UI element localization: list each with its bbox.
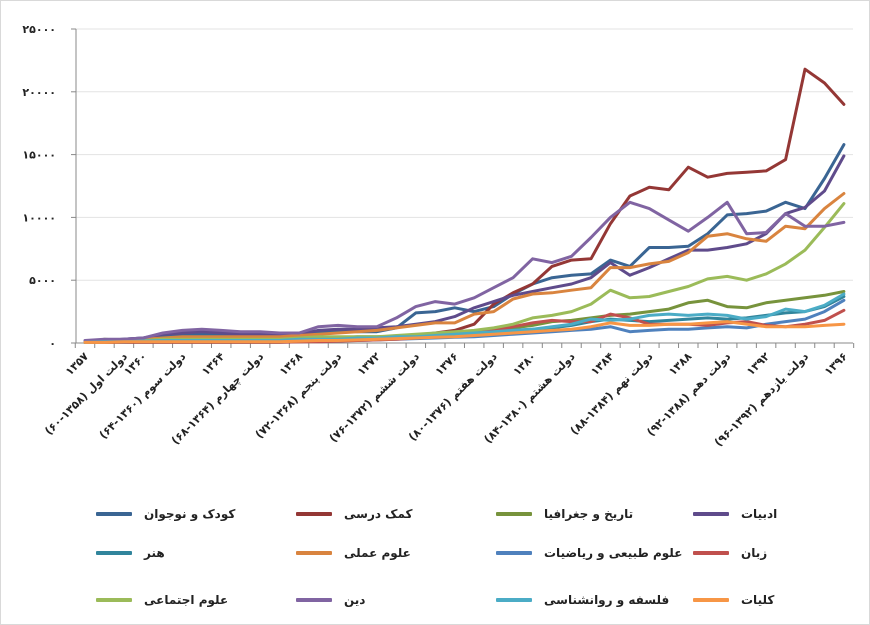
legend-label: علوم اجتماعی (144, 593, 229, 607)
series-line-9 (83, 200, 846, 342)
legend-swatch (496, 551, 532, 555)
y-tick-label: ۲۰۰۰۰ (22, 86, 56, 99)
legend-swatch (693, 512, 729, 516)
y-axis-tick-labels: ۰ ۵۰۰۰ ۱۰۰۰۰ ۱۵۰۰۰ ۲۰۰۰۰ ۲۵۰۰۰ (22, 23, 56, 350)
legend-label: دین (344, 593, 366, 607)
legend-item: علوم اجتماعی (96, 590, 228, 610)
legend-item: کمک درسی (296, 504, 413, 524)
y-tick-label: ۲۵۰۰۰ (22, 23, 56, 36)
legend-swatch (296, 512, 332, 516)
legend-item: فلسفه و روانشناسی (496, 590, 669, 610)
x-tick-label: ۱۳۸۸ (666, 350, 694, 378)
legend-label: زبان (741, 546, 768, 560)
x-tick-label: ۱۳۶۰ (121, 350, 149, 378)
legend-swatch (296, 598, 332, 602)
series-line-0 (83, 143, 846, 344)
series-line-3 (83, 154, 846, 344)
x-tick-label: ۱۳۶۸ (277, 350, 305, 378)
legend-item: تاریخ و جغرافیا (496, 504, 633, 524)
x-tick-label: ۱۳۸۰ (511, 350, 539, 378)
legend-swatch (693, 551, 729, 555)
x-tick-label: ۱۳۸۴ (588, 350, 616, 378)
legend-label: تاریخ و جغرافیا (544, 507, 634, 521)
legend-label: کودک و نوجوان (144, 507, 236, 521)
y-tick-label: ۱۰۰۰۰ (22, 211, 56, 224)
legend: کودک و نوجوان کمک درسی تاریخ و جغرافیا ا… (1, 496, 869, 621)
legend-swatch (296, 551, 332, 555)
legend-label: علوم طبیعی و ریاضیات (544, 546, 683, 560)
x-tick-label: ۱۳۹۶ (822, 350, 850, 378)
legend-item: کلیات (693, 590, 774, 610)
legend-item: ادبیات (693, 504, 777, 524)
series-line-5 (83, 192, 846, 344)
legend-label: کلیات (741, 593, 775, 607)
legend-item: علوم طبیعی و ریاضیات (496, 543, 682, 563)
legend-item: هنر (96, 543, 165, 563)
x-tick-label: ۱۳۶۴ (199, 350, 227, 378)
y-tick-label: ۱۵۰۰۰ (22, 149, 56, 162)
gridlines (76, 28, 853, 281)
legend-item: کودک و نوجوان (96, 504, 235, 524)
legend-swatch (96, 512, 132, 516)
series-lines (83, 67, 846, 344)
x-tick-label: ۱۳۷۶ (433, 350, 461, 378)
legend-label: هنر (144, 546, 165, 560)
x-tick-label: ۱۳۷۲ (355, 350, 383, 378)
legend-swatch (496, 512, 532, 516)
legend-item: زبان (693, 543, 767, 563)
legend-swatch (693, 598, 729, 602)
legend-item: علوم عملی (296, 543, 411, 563)
legend-label: فلسفه و روانشناسی (544, 593, 670, 607)
x-tick-label: ۱۳۵۷ (63, 350, 91, 378)
x-tick-label: ۱۳۹۲ (744, 350, 772, 378)
legend-label: ادبیات (741, 507, 778, 521)
y-tick-label: ۵۰۰۰ (29, 274, 56, 287)
legend-swatch (496, 598, 532, 602)
legend-item: دین (296, 590, 365, 610)
legend-swatch (96, 598, 132, 602)
legend-swatch (96, 551, 132, 555)
legend-label: کمک درسی (344, 507, 413, 521)
series-line-11 (83, 320, 846, 344)
legend-label: علوم عملی (344, 546, 411, 560)
y-tick-label: ۰ (49, 337, 56, 350)
